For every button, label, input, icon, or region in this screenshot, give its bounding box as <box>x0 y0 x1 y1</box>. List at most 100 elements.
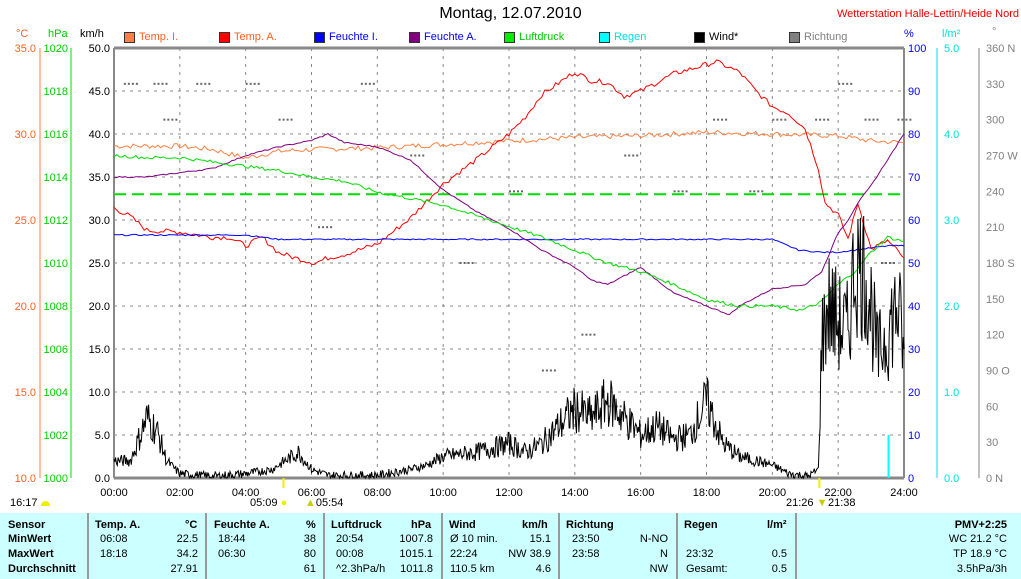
header-humidity-unit: % <box>306 519 316 531</box>
direction-dot <box>131 82 134 85</box>
sun-icon: ● <box>280 497 288 509</box>
table-cell-label: MinWert <box>8 533 52 545</box>
direction-dot <box>208 82 211 85</box>
wind-tick-label: 40.0 <box>89 129 110 141</box>
header-rain: Regen <box>684 519 718 531</box>
direction-dot <box>761 190 764 193</box>
header-temp-unit: °C <box>185 519 198 531</box>
direction-dot <box>253 82 256 85</box>
direction-dot <box>171 118 174 121</box>
wind-tick-label: 45.0 <box>89 86 110 98</box>
legend-label: Temp. A. <box>234 31 277 43</box>
direction-dot <box>905 118 908 121</box>
direction-tick-label: 30 <box>986 437 998 449</box>
direction-tick-label: 360 N <box>986 43 1015 55</box>
direction-dot <box>167 118 170 121</box>
direction-dot <box>757 190 760 193</box>
direction-dot <box>749 190 752 193</box>
direction-dot <box>815 118 818 121</box>
legend-swatch <box>504 31 515 43</box>
direction-dot <box>624 154 627 157</box>
wind-unit: km/h <box>80 28 104 40</box>
legend-swatch <box>219 31 230 43</box>
direction-dot <box>545 369 548 372</box>
humidity-tick-label: 100 <box>908 43 926 55</box>
table-cell-extra: WC 21.2 °C <box>948 533 1007 545</box>
direction-tick-label: 60 <box>986 401 998 413</box>
rain-tick-label: 5.0 <box>944 43 959 55</box>
wind-tick-label: 10.0 <box>89 387 110 399</box>
direction-dot <box>673 190 676 193</box>
direction-dot <box>581 333 584 336</box>
direction-dot <box>619 405 622 408</box>
direction-dot <box>901 118 904 121</box>
direction-tick-label: 0 N <box>986 473 1003 485</box>
legend-swatch <box>124 31 135 43</box>
wind-tick-label: 5.0 <box>95 430 110 442</box>
direction-dot <box>784 118 787 121</box>
direction-dot <box>282 118 285 121</box>
temp-tick-label: 30.0 <box>15 129 36 141</box>
table-cell-w-a: Ø 10 min. <box>450 533 498 545</box>
header-pressure-unit: hPa <box>411 519 432 531</box>
pressure-tick-label: 1006 <box>44 344 68 356</box>
chart-title: Montag, 12.07.2010 <box>439 5 582 22</box>
direction-dot <box>607 405 610 408</box>
x-tick-label: 16:00 <box>627 487 655 499</box>
direction-dot <box>842 82 845 85</box>
header-direction: Richtung <box>566 519 614 531</box>
direction-unit: ° <box>992 26 997 38</box>
table-cell-r-val: 0.5 <box>771 563 787 575</box>
x-tick-label: 06:00 <box>298 487 326 499</box>
pressure-tick-label: 1010 <box>44 258 68 270</box>
direction-dot <box>459 262 462 264</box>
statistics-table: Sensor Temp. A. °C Feuchte A. % Luftdruc… <box>0 513 1021 579</box>
direction-dot <box>330 226 333 229</box>
table-cell-r-val: 0.5 <box>771 548 787 560</box>
legend-swatch <box>314 31 325 43</box>
direction-dot <box>157 82 160 85</box>
humidity-tick-label: 80 <box>908 129 920 141</box>
direction-dot <box>880 262 883 264</box>
legend-item-temp-a: Temp. A. <box>219 31 277 43</box>
wind-tick-label: 15.0 <box>89 344 110 356</box>
rain-tick-label: 0.0 <box>944 473 959 485</box>
direction-dot <box>593 333 596 336</box>
station-name: Wetterstation Halle-Lettin/Heide Nord <box>837 8 1019 20</box>
rain-tick-label: 1.0 <box>944 387 959 399</box>
direction-dot <box>823 118 826 121</box>
direction-dot <box>467 262 470 264</box>
direction-dot <box>717 118 720 121</box>
x-tick-label: 20:00 <box>759 487 787 499</box>
x-tick-label: 04:00 <box>232 487 260 499</box>
pressure-tick-label: 1012 <box>44 215 68 227</box>
temp-unit: °C <box>16 28 29 40</box>
pressure-tick-label: 1020 <box>44 43 68 55</box>
legend-swatch <box>789 31 800 43</box>
legend-label: Richtung <box>804 31 848 43</box>
table-cell-h-val: 80 <box>303 548 316 560</box>
rain-tick-label: 4.0 <box>944 129 959 141</box>
table-cell-r-time: Gesamt: <box>686 563 728 575</box>
direction-dot <box>772 118 775 121</box>
direction-dot <box>585 333 588 336</box>
direction-dot <box>165 82 168 85</box>
temp-tick-label: 15.0 <box>15 387 36 399</box>
x-tick-label: 02:00 <box>166 487 194 499</box>
sunset: 21:26 ▼ <box>786 497 827 509</box>
x-tick-label: 24:00 <box>890 487 918 499</box>
legend-item-feuchte-a: Feuchte A. <box>409 31 477 43</box>
header-rain-unit: l/m² <box>767 519 787 531</box>
wind-tick-label: 30.0 <box>89 215 110 227</box>
direction-dot <box>153 82 156 85</box>
direction-dot <box>204 82 207 85</box>
direction-dot <box>909 118 912 121</box>
table-cell-d-val: N <box>660 548 668 560</box>
direction-dot <box>364 82 367 85</box>
series-line-temp-a <box>113 59 905 266</box>
table-cell-h-val: 38 <box>303 533 316 545</box>
legend-swatch <box>694 31 705 43</box>
table-cell-r-time: 23:32 <box>686 548 714 560</box>
direction-tick-label: 300 <box>986 115 1004 127</box>
series-line-feuchte-a <box>114 133 905 316</box>
